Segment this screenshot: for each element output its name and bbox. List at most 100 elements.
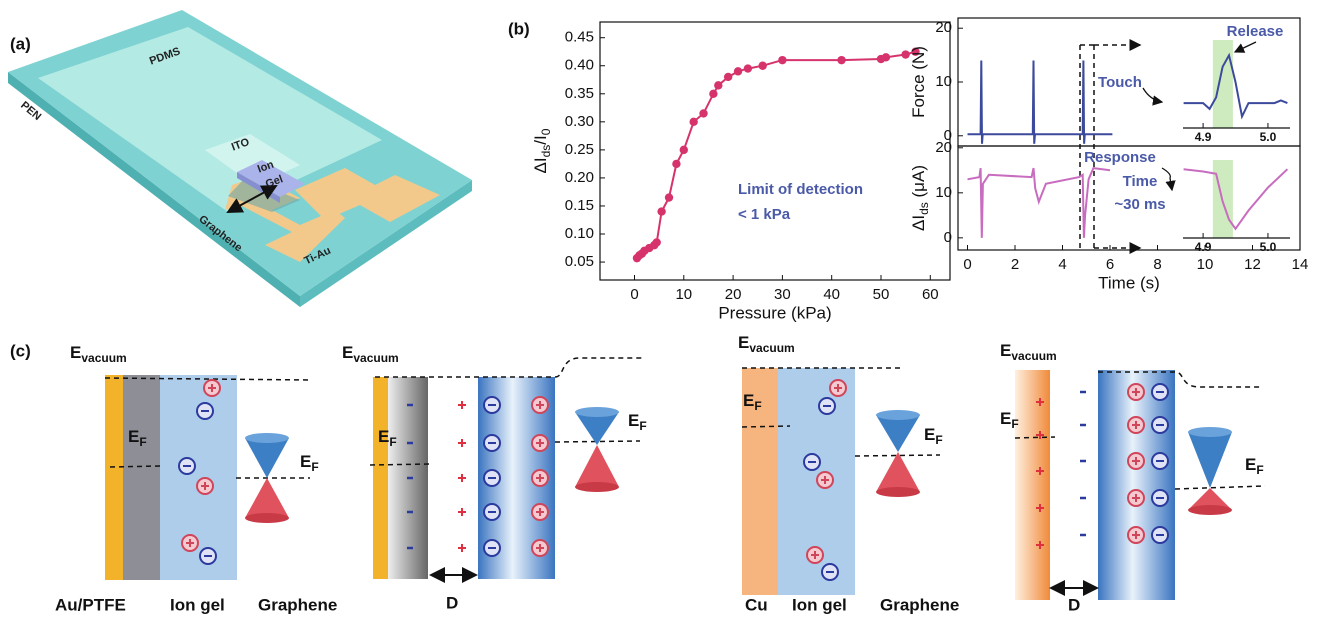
e: E [70,343,81,362]
y-tick-label: 10 [935,73,952,90]
cone [876,410,920,420]
cone [1188,505,1232,515]
highlight-band [1212,40,1233,128]
y-axis-label: ΔIds/I0 [531,128,553,173]
y-tick-label: 0 [944,229,952,246]
data-line [1183,168,1289,231]
device-label: Ion [256,159,276,176]
sub: vacuum [1011,349,1056,363]
y-axis-label: ΔIds (μA) [909,165,931,231]
y-tick-label: 0.30 [565,113,594,130]
cone [245,478,289,518]
e: E [378,427,389,446]
annotation: Touch [1098,74,1142,91]
x-tick-label: 20 [725,286,742,303]
label: Ion gel [170,595,225,614]
device-label: ITO [230,136,252,154]
cone [1188,427,1232,437]
label: EF [128,427,147,449]
cone [575,412,619,445]
y-tick-label: 10 [935,184,952,201]
cone [575,445,619,487]
data-point [837,55,846,65]
data-point [672,159,681,169]
annotation: Limit of detection [738,181,863,198]
sub: F [311,460,318,474]
data-point [758,61,767,70]
e: E [628,411,639,430]
sub: F [389,435,396,449]
e: E [128,427,139,446]
annotation-arrow [1233,41,1257,53]
data-point [652,238,661,247]
data-point [743,64,753,73]
x-tick-label: 10 [675,286,692,303]
y-tick-label: 0.35 [565,85,594,102]
data-line [636,50,916,259]
plot-frame [957,145,1301,251]
x-tick-label: 40 [823,286,840,303]
sub: F [935,433,942,447]
e: E [1000,409,1011,428]
x-tick-label: 10 [1197,256,1214,273]
annotation: ~30 ms [1114,196,1165,213]
data-point [709,89,718,98]
label: Graphene [880,595,959,614]
e: E [1000,341,1011,360]
label: EF [378,427,397,449]
y-tick-label: 0 [944,127,952,144]
data-line [967,167,1111,238]
label: D [446,593,458,612]
plot-frame [599,21,951,281]
x-tick-label: 4 [1058,256,1066,273]
chart: 0 2 4 6 8 10 12 14 0 10 20 [935,139,1308,273]
label: Ion gel [792,595,847,614]
sub: vacuum [81,351,126,365]
annotation: < 1 kPa [738,206,791,223]
label: Evacuum [1000,341,1057,363]
annotation: Response [1084,149,1156,166]
device: PDMS PEN ITO Ion Gel Graphene Ti-Au [8,10,472,307]
label-part: ΔI [909,215,928,231]
x-tick-label: 4.9 [1195,130,1212,144]
annotation: Time [1123,173,1158,190]
label: Au/PTFE [55,595,126,614]
cone [876,452,920,492]
label: EF [743,391,762,413]
label: EF [1000,409,1019,431]
label-part: ΔI [531,157,550,173]
x-axis-label: Time (s) [1098,273,1160,292]
y-tick-label: 0.10 [565,225,594,242]
y-tick-label: 20 [935,139,952,156]
x-tick-label: 5.0 [1260,240,1277,254]
e: E [743,391,754,410]
e: E [300,452,311,471]
x-tick-label: 5.0 [1260,130,1277,144]
y-tick-label: 0.40 [565,57,594,74]
label: EF [924,425,943,447]
label-part: Force (N) [909,46,928,118]
panel-label: (c) [10,341,31,360]
y-tick-label: 0.20 [565,169,594,186]
zoom-guide [1079,39,1142,254]
data-point [911,47,920,56]
x-axis-label: Pressure (kPa) [718,303,831,322]
label: Graphene [258,595,337,614]
y-tick-label: 0.45 [565,29,594,46]
data-point [657,207,666,216]
chart: 0 10 20 30 40 50 60 0.05 0.10 0.15 0.20 0.25 0.30 0.3… [565,21,951,303]
e: E [924,425,935,444]
x-tick-label: 0 [963,256,971,273]
cone [575,407,619,417]
y-tick-label: 0.15 [565,197,594,214]
sub: vacuum [353,351,398,365]
y-tick-label: 0.05 [565,253,594,270]
device-label: Gel [264,173,285,190]
cone [245,433,289,443]
subscript: ds [917,202,931,215]
label: EF [300,452,319,474]
x-tick-label: 50 [873,286,890,303]
x-tick-label: 30 [774,286,791,303]
label-part: /I [531,135,550,144]
sub: F [1011,417,1018,431]
